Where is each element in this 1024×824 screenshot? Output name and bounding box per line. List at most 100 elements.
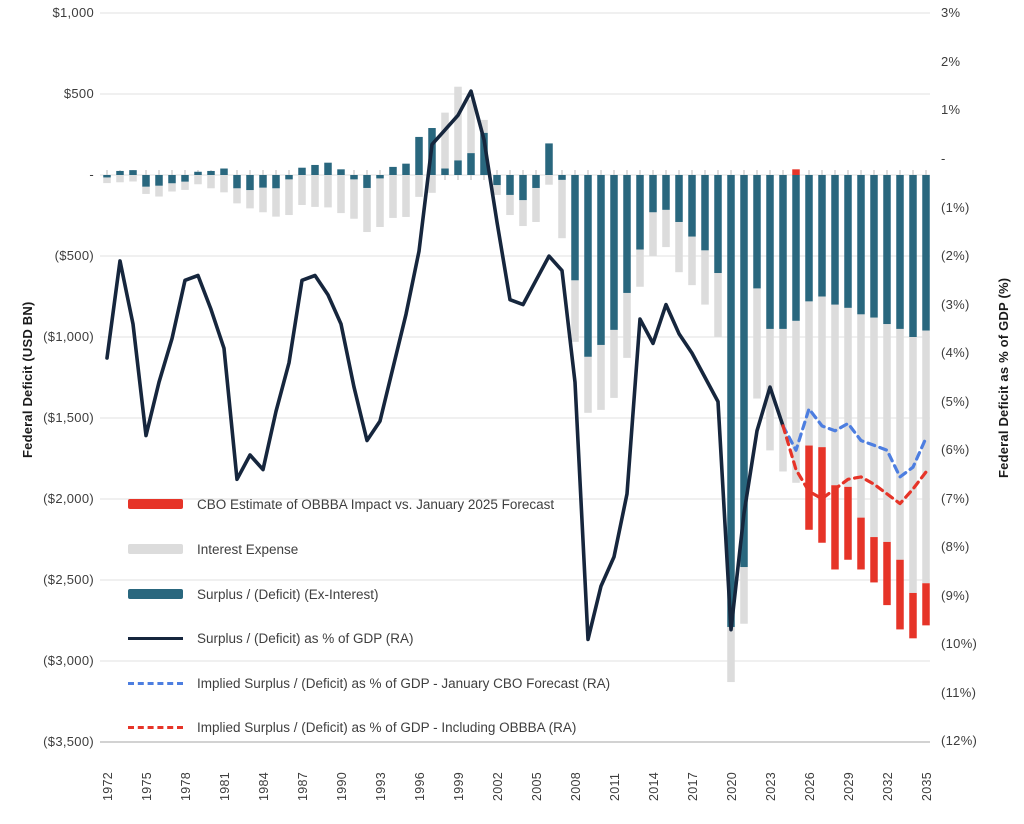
bar-surplus-ex-interest [636, 175, 644, 250]
bar-surplus-ex-interest [519, 175, 527, 201]
x-axis-year-label: 1993 [374, 771, 388, 801]
x-axis-year-label: 2035 [920, 771, 934, 801]
bar-surplus-ex-interest [753, 175, 761, 289]
bar-interest-expense [181, 181, 189, 190]
bar-surplus-ex-interest [844, 175, 852, 308]
bar-surplus-ex-interest [883, 175, 891, 325]
x-axis-year-label: 2026 [803, 771, 817, 801]
bar-interest-expense [389, 175, 397, 218]
x-axis-year-label: 1990 [335, 771, 349, 801]
x-axis-year-label: 1975 [140, 771, 154, 801]
bar-surplus-ex-interest [688, 175, 696, 237]
bar-surplus-ex-interest [337, 169, 345, 175]
bar-surplus-ex-interest [896, 175, 904, 329]
left-axis-tick-label: ($1,000) [43, 329, 94, 344]
bar-surplus-ex-interest [532, 175, 540, 188]
bar-interest-expense [649, 212, 657, 256]
x-axis-year-label: 2032 [881, 771, 895, 801]
bar-interest-expense [142, 186, 150, 194]
legend-label: Implied Surplus / (Deficit) as % of GDP … [197, 719, 577, 735]
x-axis-year-label: 2002 [491, 771, 505, 801]
bar-obbba-impact [831, 485, 839, 570]
bar-interest-expense [740, 567, 748, 624]
left-axis-tick-label: ($500) [54, 248, 94, 263]
bar-surplus-ex-interest [181, 175, 189, 182]
bar-interest-expense [506, 194, 514, 216]
legend-swatch-dashed-line [128, 725, 183, 729]
bar-interest-expense [220, 175, 228, 193]
bar-interest-expense [272, 188, 280, 217]
bar-surplus-ex-interest [129, 170, 137, 175]
bar-interest-expense [441, 112, 449, 169]
x-axis-year-label: 2014 [647, 771, 661, 801]
bar-interest-expense [545, 175, 553, 185]
bar-interest-expense [454, 86, 462, 161]
bar-interest-expense [896, 328, 904, 560]
left-axis-tick-label: $1,000 [52, 5, 94, 20]
legend-label: CBO Estimate of OBBBA Impact vs. January… [197, 496, 555, 512]
bar-interest-expense [298, 175, 306, 205]
bar-interest-expense [311, 175, 319, 207]
bar-surplus-ex-interest [116, 170, 124, 175]
bar-surplus-ex-interest [402, 163, 410, 175]
bar-interest-expense [376, 178, 384, 228]
left-axis-tick-label: ($2,000) [43, 491, 94, 506]
bar-surplus-ex-interest [584, 175, 592, 357]
right-axis-tick-label: (9%) [941, 587, 970, 603]
x-axis-year-label: 2011 [608, 772, 622, 801]
bar-surplus-ex-interest [480, 132, 488, 175]
x-axis-year-label: 2008 [569, 771, 583, 801]
x-axis-year-label: 2029 [842, 771, 856, 801]
bar-surplus-ex-interest [350, 175, 358, 180]
x-axis-year-label: 1981 [218, 771, 232, 801]
bar-interest-expense [402, 175, 410, 217]
bar-interest-expense [571, 280, 579, 342]
bar-surplus-ex-interest [571, 175, 579, 281]
right-axis-tick-label: (5%) [941, 393, 970, 409]
right-axis-title: Federal Deficit as % of GDP (%) [996, 277, 1011, 478]
bar-surplus-ex-interest [545, 143, 553, 175]
bar-interest-expense [792, 320, 800, 483]
bar-surplus-ex-interest [142, 175, 150, 187]
bar-interest-expense [779, 328, 787, 472]
bar-interest-expense [168, 183, 176, 192]
bar-interest-expense [428, 175, 436, 193]
bar-surplus-ex-interest [467, 153, 475, 175]
bar-interest-expense [116, 175, 124, 183]
bar-surplus-ex-interest [506, 175, 514, 195]
left-axis-title: Federal Deficit (USD BN) [20, 301, 35, 459]
x-axis-year-label: 2020 [725, 771, 739, 801]
bar-obbba-impact [857, 517, 865, 570]
legend-swatch-line [128, 636, 183, 640]
legend-swatch-bar [128, 499, 183, 509]
right-axis-tick-label: 3% [941, 5, 961, 21]
left-axis-tick-label: $500 [63, 86, 94, 101]
x-axis-year-label: 1987 [296, 771, 310, 801]
bar-interest-expense [207, 175, 215, 189]
right-axis-tick-label: (7%) [941, 490, 970, 506]
legend-label: Interest Expense [197, 541, 299, 557]
bar-interest-expense [558, 179, 566, 239]
bar-surplus-ex-interest [701, 175, 709, 251]
bar-surplus-ex-interest [909, 175, 917, 337]
bar-surplus-ex-interest [675, 175, 683, 222]
bar-interest-expense [324, 175, 332, 208]
bar-interest-expense [194, 175, 202, 185]
legend-label: Implied Surplus / (Deficit) as % of GDP … [197, 675, 611, 691]
bar-interest-expense [155, 185, 163, 197]
right-axis-tick-label: 1% [941, 102, 961, 118]
bar-interest-expense [350, 179, 358, 219]
bar-interest-expense [623, 292, 631, 358]
bar-obbba-impact [792, 169, 800, 175]
bar-obbba-impact [883, 541, 891, 606]
bar-surplus-ex-interest [727, 175, 735, 627]
legend-swatch-dashed-line [128, 681, 183, 685]
bar-interest-expense [415, 175, 423, 197]
bar-interest-expense [480, 119, 488, 133]
legend-label: Surplus / (Deficit) as % of GDP (RA) [197, 630, 414, 646]
right-axis-tick-label: (8%) [941, 539, 970, 555]
right-axis-tick-label: (4%) [941, 345, 970, 361]
right-axis-tick-label: (1%) [941, 199, 970, 215]
bar-interest-expense [532, 187, 540, 222]
